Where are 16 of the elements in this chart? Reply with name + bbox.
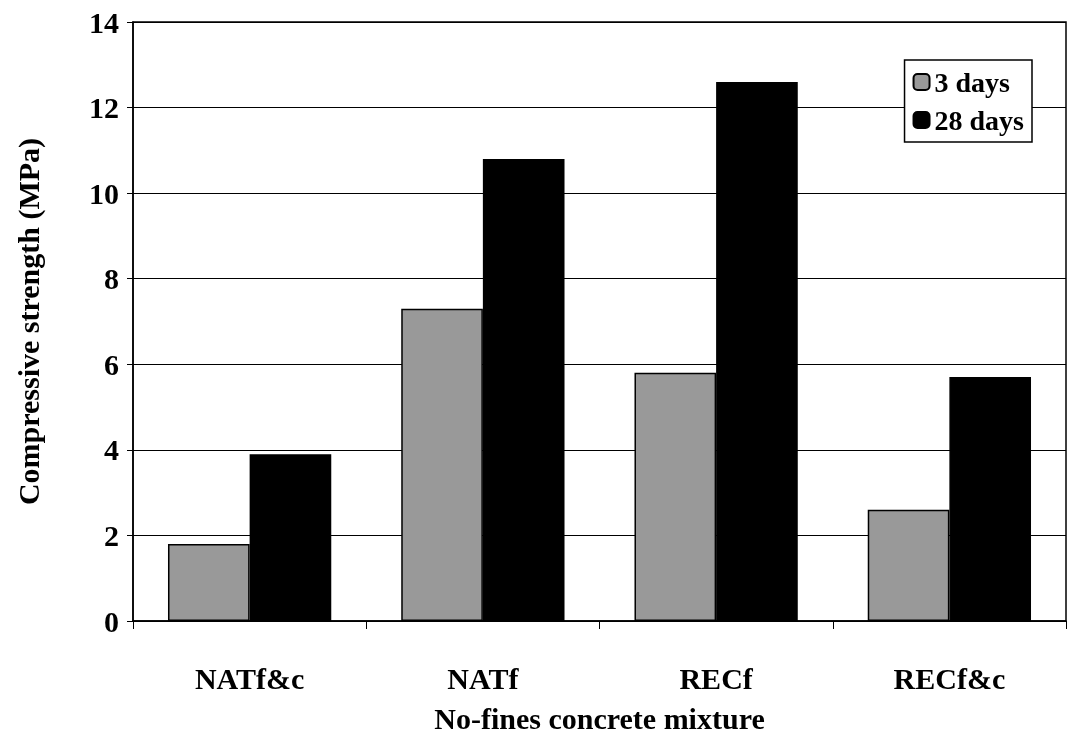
y-axis-title: Compressive strength (MPa) xyxy=(11,137,46,506)
x-tick-label: NATf xyxy=(447,661,520,695)
x-tick-label: RECf xyxy=(679,661,754,695)
y-tick-label: 10 xyxy=(89,176,119,210)
y-tick-label: 12 xyxy=(89,91,119,125)
x-tick-label: RECf&c xyxy=(893,661,1006,695)
legend-label: 28 days xyxy=(934,104,1025,136)
y-tick-label: 4 xyxy=(104,433,119,467)
x-axis-title: No-fines concrete mixture xyxy=(434,701,765,735)
x-tick-label: NATf&c xyxy=(194,661,305,695)
y-tick-label: 2 xyxy=(104,518,119,552)
y-tick-label: 0 xyxy=(104,604,119,638)
y-tick-label: 6 xyxy=(104,347,119,381)
y-tick-label: 8 xyxy=(104,262,119,296)
legend-label: 3 days xyxy=(934,66,1011,98)
y-tick-label: 14 xyxy=(89,5,119,39)
